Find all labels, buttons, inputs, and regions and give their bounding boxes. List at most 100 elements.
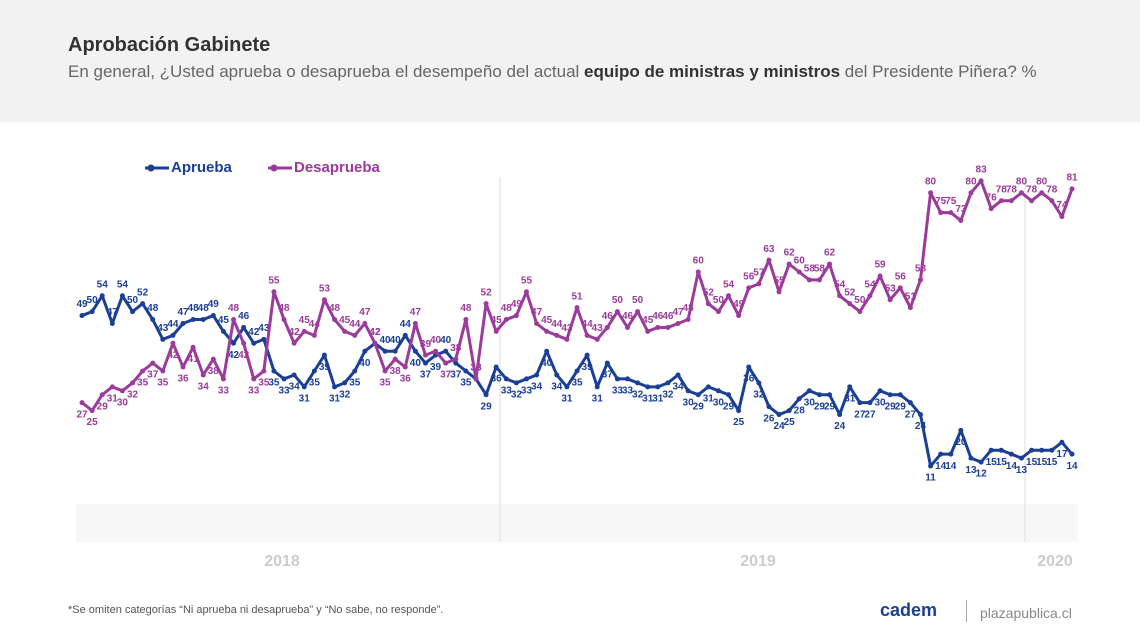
point: [443, 360, 449, 366]
data-label: 33: [612, 386, 624, 397]
point: [422, 360, 428, 366]
data-label: 45: [642, 315, 654, 326]
legend-dot: [270, 164, 278, 172]
point: [362, 320, 368, 326]
data-label: 34: [551, 382, 563, 393]
data-label: 34: [198, 382, 210, 393]
data-label: 25: [733, 417, 745, 428]
point: [170, 332, 176, 338]
data-label: 45: [541, 315, 553, 326]
subtitle: En general, ¿Usted aprueba o desaprueba …: [68, 62, 1037, 82]
point: [109, 320, 115, 326]
point: [635, 380, 641, 386]
point: [180, 320, 186, 326]
point: [332, 317, 338, 323]
point: [1018, 455, 1024, 461]
data-label: 51: [905, 291, 917, 302]
data-label: 36: [491, 374, 503, 385]
data-label: 78: [1026, 184, 1038, 195]
data-label: 80: [925, 176, 937, 187]
point: [130, 309, 136, 315]
point: [412, 348, 418, 354]
data-label: 78: [1046, 184, 1058, 195]
data-label: 32: [632, 390, 644, 401]
point: [968, 455, 974, 461]
data-label: 14: [1066, 461, 1078, 472]
data-label: 35: [258, 378, 270, 389]
point: [938, 451, 944, 457]
point: [928, 463, 934, 469]
point: [261, 368, 267, 374]
point: [998, 198, 1004, 204]
data-label: 42: [369, 327, 381, 338]
point: [827, 261, 833, 267]
point: [827, 392, 833, 398]
point: [766, 404, 772, 410]
data-label: 62: [824, 248, 836, 259]
data-label: 48: [683, 303, 695, 314]
point: [140, 368, 146, 374]
point: [786, 261, 792, 267]
header: Aprobación Gabinete En general, ¿Usted a…: [0, 0, 1140, 122]
point: [645, 384, 651, 390]
data-label: 48: [278, 303, 290, 314]
point: [544, 328, 550, 334]
point: [746, 285, 752, 291]
data-label: 24: [915, 421, 927, 432]
point: [766, 257, 772, 263]
data-label: 48: [188, 303, 200, 314]
data-label: 31: [299, 393, 311, 404]
point: [665, 324, 671, 330]
data-label: 75: [935, 196, 947, 207]
point: [160, 336, 166, 342]
point: [321, 297, 327, 303]
point: [938, 210, 944, 216]
point: [150, 360, 156, 366]
point: [483, 392, 489, 398]
separator: [966, 600, 967, 622]
point: [392, 356, 398, 362]
data-label: 36: [400, 374, 412, 385]
point: [594, 336, 600, 342]
point: [1008, 451, 1014, 457]
point: [523, 376, 529, 382]
point: [544, 348, 550, 354]
point: [180, 364, 186, 370]
data-label: 48: [147, 303, 159, 314]
point: [614, 309, 620, 315]
data-label: 37: [450, 370, 462, 381]
data-label: 74: [1056, 200, 1068, 211]
point: [1018, 190, 1024, 196]
data-label: 28: [794, 405, 806, 416]
point: [958, 427, 964, 433]
data-label: 55: [773, 275, 785, 286]
point: [382, 348, 388, 354]
point: [756, 380, 762, 386]
point: [453, 360, 459, 366]
data-label: 53: [319, 283, 331, 294]
point: [342, 380, 348, 386]
point: [816, 277, 822, 283]
data-label: 40: [410, 358, 422, 369]
data-label: 58: [915, 264, 927, 275]
point: [332, 384, 338, 390]
data-label: 38: [390, 366, 402, 377]
data-label: 43: [561, 323, 573, 334]
data-label: 40: [440, 335, 452, 346]
point: [897, 285, 903, 291]
point: [513, 313, 519, 319]
data-label: 54: [834, 279, 846, 290]
data-label: 80: [965, 176, 977, 187]
point: [867, 400, 873, 406]
data-label: 31: [561, 393, 573, 404]
data-label: 15: [996, 457, 1008, 468]
data-label: 42: [238, 350, 250, 361]
data-label: 33: [278, 386, 290, 397]
point: [837, 412, 843, 418]
data-label: 35: [571, 378, 583, 389]
data-label: 59: [874, 260, 886, 271]
point: [99, 293, 105, 299]
point: [1049, 198, 1055, 204]
point: [220, 376, 226, 382]
